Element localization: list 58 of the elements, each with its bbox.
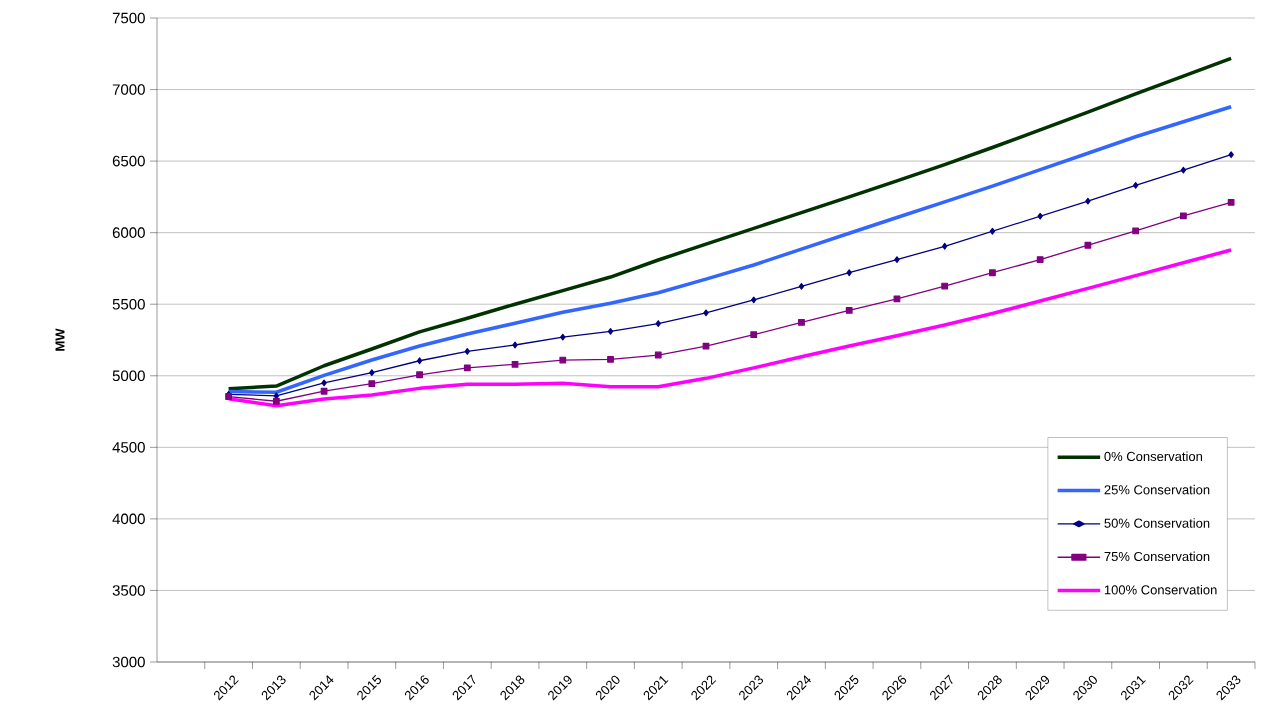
y-tick-label: 7000 (112, 84, 145, 95)
point (798, 318, 805, 326)
y-tick-label: 4000 (112, 513, 145, 525)
point (1132, 182, 1139, 189)
y-tick-label: 5000 (112, 370, 145, 382)
point (750, 331, 758, 339)
point (654, 351, 662, 359)
point (464, 348, 470, 355)
point (1180, 166, 1187, 174)
legend-label: 75% Conservation (1104, 551, 1210, 562)
point (1085, 197, 1091, 205)
legend-label: 0% Conservation (1104, 451, 1203, 462)
point (368, 380, 376, 388)
point (607, 355, 614, 363)
point (989, 227, 996, 235)
point (703, 309, 709, 317)
point (798, 282, 805, 290)
point (320, 387, 328, 395)
y-axis-title: MW (55, 328, 65, 351)
point (559, 356, 567, 364)
point (416, 357, 423, 365)
point (416, 371, 423, 379)
point (1179, 212, 1187, 220)
point (272, 397, 280, 405)
point (512, 341, 518, 349)
point (846, 269, 852, 277)
point (1228, 151, 1234, 159)
legend-label: 50% Conservation (1104, 518, 1210, 528)
point (1036, 256, 1044, 263)
point (1227, 198, 1235, 206)
point (1132, 227, 1140, 235)
point (1037, 212, 1043, 220)
point (989, 269, 996, 277)
point (560, 333, 566, 341)
point (893, 295, 901, 303)
point (607, 328, 614, 335)
point (941, 282, 949, 290)
y-tick-label: 4500 (112, 442, 145, 453)
point (941, 242, 948, 250)
line-series (226, 248, 1233, 408)
y-tick-label: 6500 (112, 155, 145, 167)
point (702, 342, 710, 350)
y-tick-label: 6000 (112, 227, 145, 238)
point (894, 256, 900, 263)
point (321, 379, 327, 387)
point (511, 360, 519, 368)
y-tick-label: 7500 (112, 12, 145, 24)
point (1084, 241, 1092, 249)
y-tick-label: 3500 (112, 585, 145, 596)
legend-label: 100% Conservation (1104, 584, 1217, 595)
point (369, 369, 375, 377)
point (845, 306, 853, 314)
y-tick-label: 3000 (112, 656, 145, 668)
y-tick-label: 5500 (112, 298, 145, 310)
point (463, 364, 471, 372)
legend-label: 25% Conservation (1104, 484, 1210, 495)
point (655, 320, 661, 327)
point (751, 296, 757, 304)
